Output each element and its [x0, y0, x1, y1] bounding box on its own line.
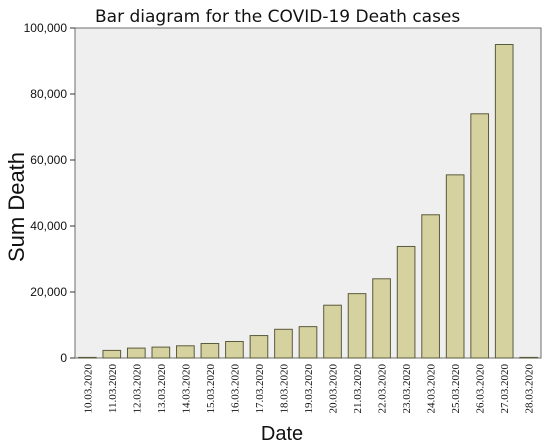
bar: [298, 326, 318, 359]
chart-title: Bar diagram for the COVID-19 Death cases: [95, 7, 460, 27]
bar: [470, 113, 490, 359]
y-tick-label: 0: [60, 351, 67, 365]
x-tick-label: 19.03.2020: [303, 364, 315, 414]
bar: [151, 346, 171, 359]
bar: [200, 342, 220, 359]
x-tick-label: 25.03.2020: [450, 364, 462, 414]
bar: [176, 345, 195, 359]
x-tick-label: 21.03.2020: [352, 364, 364, 414]
bar: [421, 214, 440, 359]
bar: [445, 174, 465, 359]
bar: [494, 44, 514, 359]
x-tick-label: 20.03.2020: [328, 364, 340, 414]
y-tick-label: 80,000: [30, 87, 67, 101]
x-tick-label: 18.03.2020: [278, 364, 290, 414]
x-tick-label: 17.03.2020: [254, 364, 266, 414]
x-tick-label: 10.03.2020: [82, 364, 94, 414]
bar: [126, 347, 146, 359]
x-tick-label: 15.03.2020: [205, 364, 217, 414]
x-tick-label: 13.03.2020: [156, 364, 168, 414]
y-tick-label: 60,000: [30, 153, 67, 167]
bar: [102, 349, 122, 359]
bars: [77, 44, 539, 359]
x-tick-label: 12.03.2020: [131, 364, 143, 414]
x-tick-label: 11.03.2020: [107, 364, 119, 414]
bar: [77, 356, 97, 359]
y-tick-label: 20,000: [30, 285, 67, 299]
x-tick-label: 24.03.2020: [426, 364, 438, 414]
x-tick-label: 23.03.2020: [401, 364, 413, 414]
x-tick-label: 27.03.2020: [499, 364, 511, 414]
bar: [519, 356, 539, 359]
bar: [225, 341, 244, 359]
x-tick-label: 28.03.2020: [524, 364, 536, 414]
bar: [396, 245, 416, 359]
y-axis-label: Sum Death: [4, 152, 29, 262]
bar: [372, 278, 391, 359]
x-tick-label: 14.03.2020: [180, 364, 192, 414]
bar: [274, 328, 293, 359]
bar: [323, 304, 342, 359]
y-axis: 0 20,000 40,000 60,000 80,000 100,000: [24, 21, 75, 365]
x-tick-label: 22.03.2020: [377, 364, 389, 414]
bar: [249, 335, 269, 359]
x-tick-label: 16.03.2020: [229, 364, 241, 414]
x-axis: 10.03.2020 11.03.2020 12.03.2020 13.03.2020…: [82, 364, 535, 414]
x-tick-label: 26.03.2020: [475, 364, 487, 414]
x-axis-label: Date: [261, 423, 303, 445]
y-tick-label: 100,000: [24, 21, 68, 35]
bar: [347, 293, 367, 359]
y-tick-label: 40,000: [30, 219, 67, 233]
